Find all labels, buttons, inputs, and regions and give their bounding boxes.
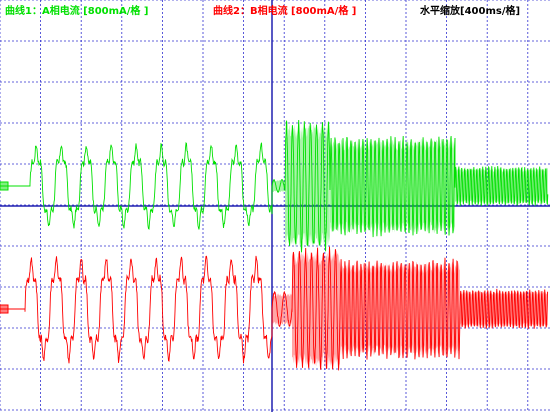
series-2-label: 曲线2：B相电流 [800mA/格 ] (213, 4, 356, 17)
x-scale-label: 水平缩放[400ms/格] (419, 4, 520, 17)
series-1-marker-box (0, 181, 9, 191)
series-1-label: 曲线1：A相电流 [800mA/格 ] (5, 4, 149, 17)
series-2-marker (0, 304, 9, 314)
traces (0, 119, 549, 371)
series-1-line (0, 119, 549, 253)
series-2-line (0, 246, 549, 371)
series-1-marker (0, 181, 9, 191)
series-2-marker-box (0, 304, 9, 314)
channel-markers (0, 181, 9, 314)
